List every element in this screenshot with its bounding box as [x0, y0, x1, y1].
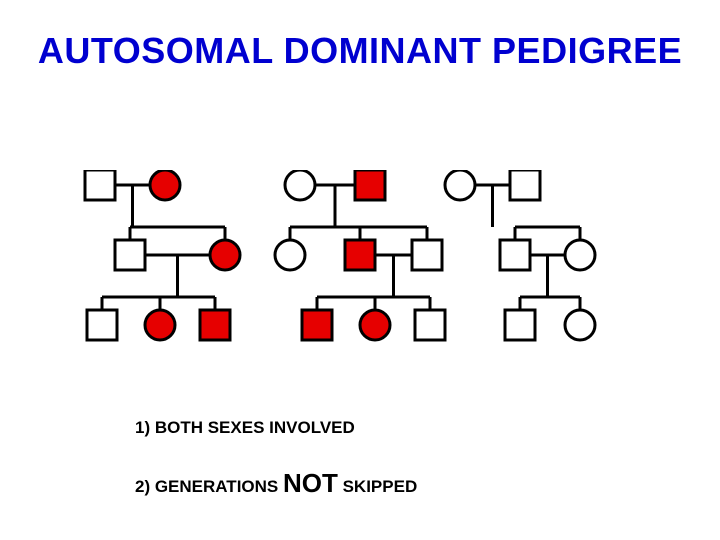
caption-2c: SKIPPED: [338, 477, 417, 496]
pedigree-chart: [70, 170, 650, 360]
caption-line-1: 1) BOTH SEXES INVOLVED: [135, 418, 355, 438]
caption-2-not: NOT: [283, 468, 338, 498]
caption-line-2: 2) GENERATIONS NOT SKIPPED: [135, 468, 417, 499]
page-title: AUTOSOMAL DOMINANT PEDIGREE: [0, 30, 720, 72]
pedigree-svg: [70, 170, 650, 360]
caption-2a: 2) GENERATIONS: [135, 477, 283, 496]
